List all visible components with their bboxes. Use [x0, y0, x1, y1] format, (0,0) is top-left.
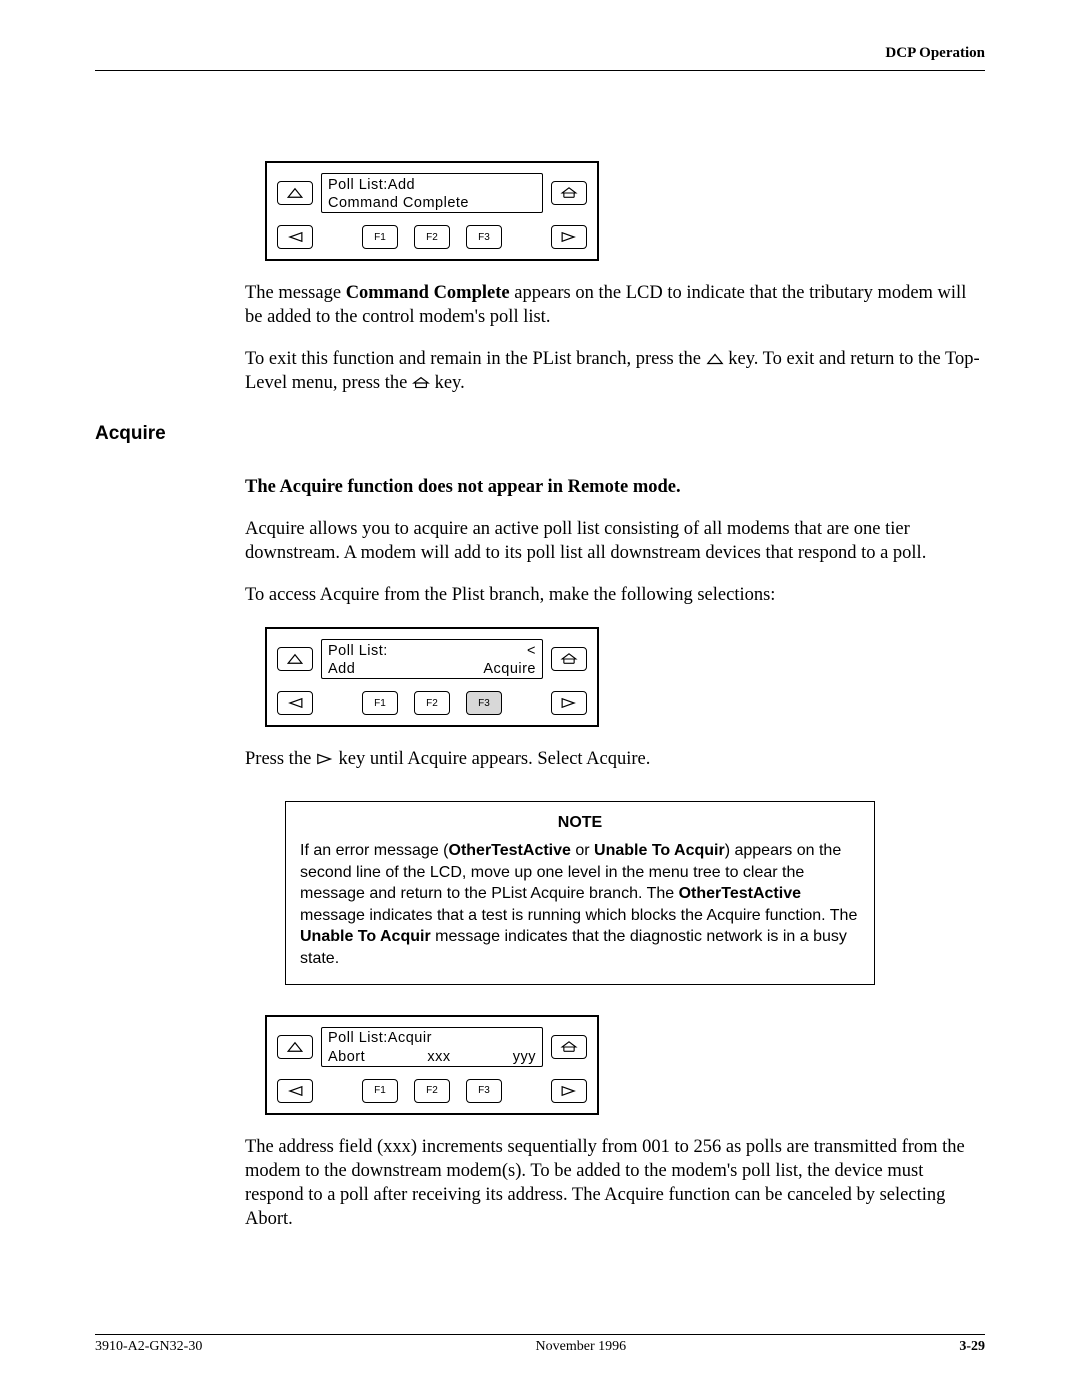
- lcd-text: Poll List:: [328, 642, 388, 660]
- lcd-line2: Command Complete: [328, 194, 536, 212]
- home-key-icon: [551, 1035, 587, 1059]
- right-key-icon: [551, 691, 587, 715]
- f2-key: F2: [414, 1079, 450, 1103]
- lcd-text: xxx: [427, 1048, 450, 1066]
- text: The message: [245, 283, 346, 303]
- home-icon: [412, 373, 430, 387]
- paragraph: Acquire allows you to acquire an active …: [245, 517, 985, 565]
- lcd-text: Abort: [328, 1048, 365, 1066]
- f3-key: F3: [466, 1079, 502, 1103]
- note-title: NOTE: [300, 812, 860, 834]
- text: If an error message (: [300, 842, 449, 859]
- f3-key: F3: [466, 225, 502, 249]
- right-triangle-icon: [316, 749, 334, 763]
- text: message indicates that a test is running…: [300, 907, 857, 924]
- paragraph: The message Command Complete appears on …: [245, 281, 985, 329]
- footer-rule: [95, 1334, 985, 1335]
- lcd-text: <: [527, 642, 536, 660]
- lcd-text: yyy: [513, 1048, 536, 1066]
- section-heading: Acquire: [95, 423, 985, 445]
- lcd-panel-2: Poll List: < Add Acquire F1 F2 F3: [265, 627, 599, 727]
- text: key until Acquire appears. Select Acquir…: [334, 749, 650, 769]
- up-key-icon: [277, 1035, 313, 1059]
- lcd-display: Poll List:Add Command Complete: [321, 173, 543, 213]
- lcd-text: Add: [328, 660, 355, 678]
- bold-text: Unable To Acquir: [594, 842, 725, 859]
- bold-text: OtherTestActive: [679, 885, 801, 902]
- up-key-icon: [277, 181, 313, 205]
- footer-date: November 1996: [536, 1339, 627, 1355]
- paragraph: To exit this function and remain in the …: [245, 347, 985, 395]
- bold-text: Command Complete: [346, 283, 510, 303]
- up-key-icon: [277, 647, 313, 671]
- bold-text: Unable To Acquir: [300, 928, 431, 945]
- text: Press the: [245, 749, 316, 769]
- lcd-text: Acquire: [483, 660, 536, 678]
- f2-key: F2: [414, 225, 450, 249]
- right-key-icon: [551, 1079, 587, 1103]
- right-key-icon: [551, 225, 587, 249]
- lcd-panel-3: Poll List:Acquir Abort xxx yyy F1 F2 F3: [265, 1015, 599, 1115]
- lcd-line1: Poll List:Add: [328, 176, 536, 194]
- footer-page: 3-29: [959, 1339, 985, 1355]
- bold-note: The Acquire function does not appear in …: [245, 475, 985, 499]
- paragraph: To access Acquire from the Plist branch,…: [245, 583, 985, 607]
- left-key-icon: [277, 691, 313, 715]
- footer: 3910-A2-GN32-30 November 1996 3-29: [95, 1334, 985, 1355]
- page: DCP Operation Poll List:Add Command Comp…: [0, 0, 1080, 1397]
- text: key.: [430, 373, 465, 393]
- text: To exit this function and remain in the …: [245, 349, 706, 369]
- f1-key: F1: [362, 225, 398, 249]
- home-key-icon: [551, 647, 587, 671]
- note-box: NOTE If an error message (OtherTestActiv…: [285, 801, 875, 984]
- paragraph: The address field (xxx) increments seque…: [245, 1135, 985, 1231]
- note-body: If an error message (OtherTestActive or …: [300, 840, 860, 970]
- home-key-icon: [551, 181, 587, 205]
- lcd-line1: Poll List:Acquir: [328, 1029, 536, 1047]
- footer-docid: 3910-A2-GN32-30: [95, 1339, 202, 1355]
- f3-key: F3: [466, 691, 502, 715]
- paragraph: Press the key until Acquire appears. Sel…: [245, 747, 985, 771]
- lcd-display: Poll List:Acquir Abort xxx yyy: [321, 1027, 543, 1067]
- up-triangle-icon: [706, 349, 724, 363]
- left-key-icon: [277, 1079, 313, 1103]
- bold-text: OtherTestActive: [449, 842, 571, 859]
- text: or: [571, 842, 594, 859]
- left-key-icon: [277, 225, 313, 249]
- f1-key: F1: [362, 691, 398, 715]
- header-section: DCP Operation: [95, 45, 985, 62]
- lcd-panel-1: Poll List:Add Command Complete F1 F2 F3: [265, 161, 599, 261]
- f2-key: F2: [414, 691, 450, 715]
- f1-key: F1: [362, 1079, 398, 1103]
- lcd-display: Poll List: < Add Acquire: [321, 639, 543, 679]
- content-area: Poll List:Add Command Complete F1 F2 F3 …: [245, 161, 985, 395]
